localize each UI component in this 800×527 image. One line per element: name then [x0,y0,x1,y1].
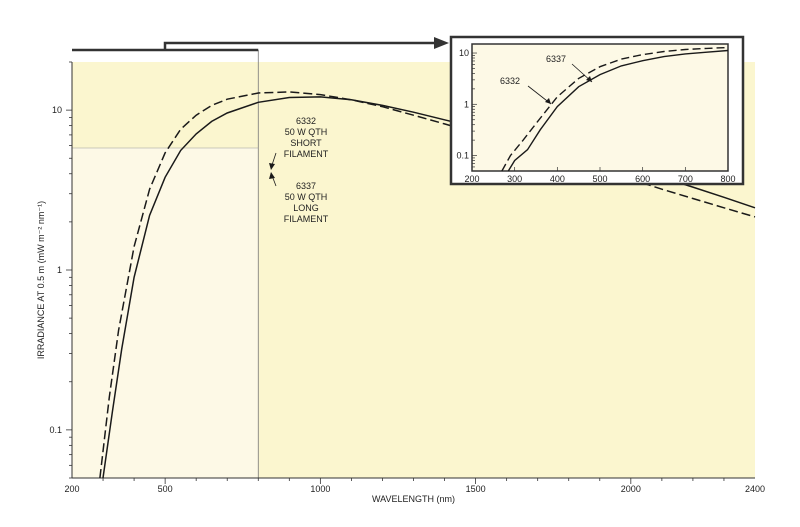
x-tick-label: 500 [158,484,173,494]
inset-series-line-6332 [501,46,729,172]
visible-region-highlight [72,148,259,478]
label-6337-line: 50 W QTH [285,192,328,202]
inset-x-tick-label: 800 [720,174,735,184]
inset-x-tick-label: 200 [464,174,479,184]
arrowhead-6337 [269,172,275,179]
inset-x-tick-label: 600 [635,174,650,184]
inset-arrowhead-6337 [586,76,592,82]
y-axis-title: IRRADIANCE AT 0.5 m (mW m⁻² nm⁻¹) [36,201,46,359]
label-6332-line: FILAMENT [284,149,329,159]
connector-arrowhead [434,37,449,49]
inset-x-tick-label: 700 [678,174,693,184]
connector-line [163,41,436,50]
inset-x-tick-label: 300 [507,174,522,184]
x-tick-label: 200 [64,484,79,494]
arrowhead-6332 [269,163,275,170]
label-6332-line: 6332 [296,116,316,126]
label-6332-line: 50 W QTH [285,127,328,137]
inset-plot-background [472,44,728,171]
inset-x-tick-label: 400 [550,174,565,184]
label-6332-line: SHORT [290,138,322,148]
label-6337-line: 6337 [296,181,316,191]
x-tick-label: 1000 [310,484,330,494]
x-tick-label: 2000 [621,484,641,494]
inset-y-tick-label: 0.1 [456,151,469,161]
inset-label-6337: 6337 [546,54,566,64]
label-6337-line: LONG [293,203,319,213]
y-tick-label: 10 [52,105,62,115]
inset-y-tick-label: 1 [464,99,469,109]
x-axis-title: WAVELENGTH (nm) [372,494,455,504]
x-tick-label: 2400 [745,484,765,494]
inset-y-tick-label: 10 [459,48,469,58]
inset-label-6332: 6332 [500,76,520,86]
y-tick-label: 1 [57,265,62,275]
x-tick-label: 1500 [466,484,486,494]
label-6337-line: FILAMENT [284,214,329,224]
inset-x-tick-label: 500 [592,174,607,184]
y-tick-label: 0.1 [49,425,62,435]
inset-chart: 0.1 1 10 200 300 400 500 600 700 800 6337 6332 [449,35,745,186]
inset-series-line-6337 [507,49,729,172]
inset-connector-arrow [72,37,449,52]
inset-arrowhead-6332 [545,98,551,104]
